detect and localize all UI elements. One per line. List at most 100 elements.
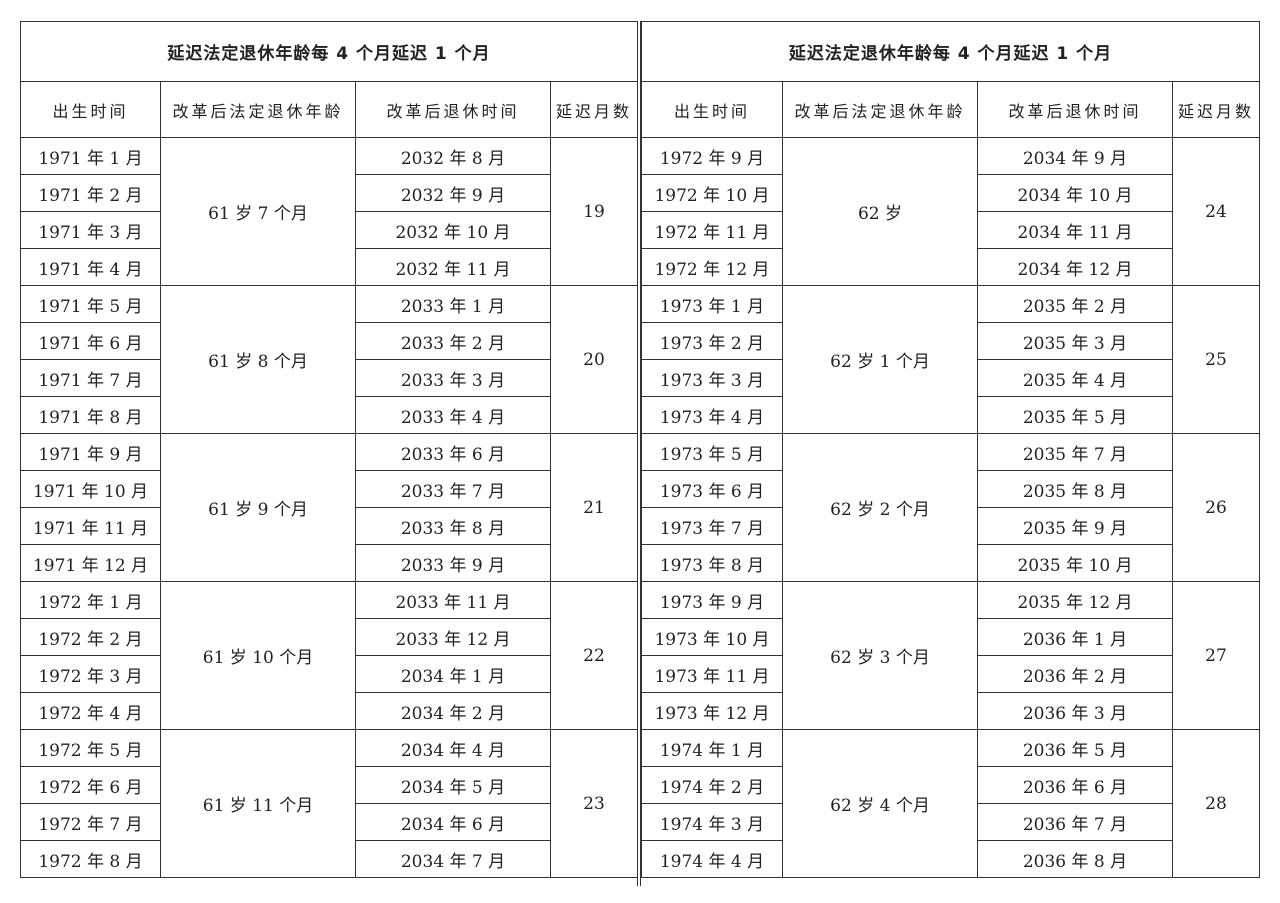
- birth-cell: 1973 年 3 月: [641, 359, 783, 397]
- retire-time-cell: 2032 年 10 月: [355, 211, 551, 249]
- retirement-age-cell: 61 岁 9 个月: [160, 433, 356, 582]
- birth-cell: 1971 年 1 月: [20, 137, 161, 175]
- birth-cell: 1972 年 2 月: [20, 618, 161, 656]
- table-row: 1971 年 9 月 61 岁 9 个月 2033 年 6 月 21: [20, 433, 638, 582]
- table-row: 1971 年 5 月 61 岁 8 个月 2033 年 1 月 20: [20, 285, 638, 434]
- birth-cell: 1974 年 1 月: [641, 729, 783, 767]
- birth-cell: 1973 年 12 月: [641, 692, 783, 730]
- table-row: 1972 年 8 月 2034 年 7 月: [20, 840, 638, 878]
- retire-time-cell: 2035 年 4 月: [977, 359, 1173, 397]
- table-row: 1973 年 3 月 2035 年 4 月: [641, 359, 1260, 397]
- retirement-age-cell: 62 岁 4 个月: [782, 729, 978, 878]
- retire-time-cell: 2034 年 7 月: [355, 840, 551, 878]
- birth-cell: 1972 年 6 月: [20, 766, 161, 804]
- birth-cell: 1971 年 12 月: [20, 544, 161, 582]
- retire-time-cell: 2034 年 9 月: [977, 137, 1173, 175]
- table-row: 1972 年 9 月 62 岁 2034 年 9 月 24: [641, 137, 1260, 286]
- retire-time-cell: 2036 年 8 月: [977, 840, 1173, 878]
- retirement-age-cell: 62 岁 1 个月: [782, 285, 978, 434]
- retire-time-cell: 2036 年 3 月: [977, 692, 1173, 730]
- birth-cell: 1973 年 8 月: [641, 544, 783, 582]
- retire-time-cell: 2034 年 5 月: [355, 766, 551, 804]
- table-title: 延迟法定退休年龄每 4 个月延迟 1 个月: [641, 21, 1260, 82]
- delay-months-cell: 25: [1172, 285, 1260, 434]
- birth-cell: 1973 年 1 月: [641, 285, 783, 323]
- table-row: 1971 年 10 月 2033 年 7 月: [20, 470, 638, 508]
- table-row: 1971 年 2 月 2032 年 9 月: [20, 174, 638, 212]
- birth-cell: 1971 年 8 月: [20, 396, 161, 434]
- table-row: 1971 年 8 月 2033 年 4 月: [20, 396, 638, 434]
- birth-cell: 1972 年 7 月: [20, 803, 161, 841]
- header-birth: 出生时间: [20, 81, 161, 138]
- retirement-table-left: 延迟法定退休年龄每 4 个月延迟 1 个月 出生时间 改革后法定退休年龄 改革后退休时…: [20, 21, 638, 878]
- retire-time-cell: 2033 年 9 月: [355, 544, 551, 582]
- birth-cell: 1972 年 10 月: [641, 174, 783, 212]
- header-delay: 延迟月数: [1172, 81, 1260, 138]
- birth-cell: 1973 年 4 月: [641, 396, 783, 434]
- delay-months-cell: 27: [1172, 581, 1260, 730]
- retire-time-cell: 2034 年 12 月: [977, 248, 1173, 286]
- birth-cell: 1973 年 11 月: [641, 655, 783, 693]
- retire-time-cell: 2036 年 1 月: [977, 618, 1173, 656]
- birth-cell: 1971 年 9 月: [20, 433, 161, 471]
- retire-time-cell: 2036 年 6 月: [977, 766, 1173, 804]
- table-row: 1971 年 7 月 2033 年 3 月: [20, 359, 638, 397]
- retire-time-cell: 2034 年 10 月: [977, 174, 1173, 212]
- table-row: 1972 年 6 月 2034 年 5 月: [20, 766, 638, 804]
- table-row: 1971 年 4 月 2032 年 11 月: [20, 248, 638, 286]
- table-row: 1972 年 12 月 2034 年 12 月: [641, 248, 1260, 286]
- table-row: 1972 年 2 月 2033 年 12 月: [20, 618, 638, 656]
- table-row: 1974 年 4 月 2036 年 8 月: [641, 840, 1260, 878]
- retirement-age-cell: 61 岁 11 个月: [160, 729, 356, 878]
- birth-cell: 1972 年 8 月: [20, 840, 161, 878]
- delay-months-cell: 20: [550, 285, 638, 434]
- header-birth: 出生时间: [641, 81, 783, 138]
- table-row: 1973 年 11 月 2036 年 2 月: [641, 655, 1260, 693]
- table-row: 1973 年 1 月 62 岁 1 个月 2035 年 2 月 25: [641, 285, 1260, 434]
- retire-time-cell: 2035 年 10 月: [977, 544, 1173, 582]
- retire-time-cell: 2032 年 9 月: [355, 174, 551, 212]
- table-row: 1973 年 2 月 2035 年 3 月: [641, 322, 1260, 360]
- retire-time-cell: 2033 年 3 月: [355, 359, 551, 397]
- retire-time-cell: 2034 年 6 月: [355, 803, 551, 841]
- birth-cell: 1973 年 2 月: [641, 322, 783, 360]
- birth-cell: 1972 年 9 月: [641, 137, 783, 175]
- birth-cell: 1972 年 12 月: [641, 248, 783, 286]
- table-row: 1973 年 10 月 2036 年 1 月: [641, 618, 1260, 656]
- birth-cell: 1971 年 7 月: [20, 359, 161, 397]
- table-row: 1974 年 2 月 2036 年 6 月: [641, 766, 1260, 804]
- retire-time-cell: 2033 年 6 月: [355, 433, 551, 471]
- title-row: 延迟法定退休年龄每 4 个月延迟 1 个月: [20, 21, 638, 82]
- birth-cell: 1971 年 11 月: [20, 507, 161, 545]
- retire-time-cell: 2033 年 11 月: [355, 581, 551, 619]
- birth-cell: 1973 年 10 月: [641, 618, 783, 656]
- birth-cell: 1972 年 3 月: [20, 655, 161, 693]
- header-retire-time: 改革后退休时间: [355, 81, 551, 138]
- retire-time-cell: 2035 年 2 月: [977, 285, 1173, 323]
- retire-time-cell: 2036 年 7 月: [977, 803, 1173, 841]
- delay-months-cell: 23: [550, 729, 638, 878]
- birth-cell: 1973 年 5 月: [641, 433, 783, 471]
- retire-time-cell: 2035 年 12 月: [977, 581, 1173, 619]
- table-row: 1971 年 1 月 61 岁 7 个月 2032 年 8 月 19: [20, 137, 638, 286]
- table-row: 1971 年 11 月 2033 年 8 月: [20, 507, 638, 545]
- retirement-age-cell: 61 岁 10 个月: [160, 581, 356, 730]
- birth-cell: 1972 年 11 月: [641, 211, 783, 249]
- birth-cell: 1971 年 3 月: [20, 211, 161, 249]
- retire-time-cell: 2033 年 1 月: [355, 285, 551, 323]
- retire-time-cell: 2033 年 12 月: [355, 618, 551, 656]
- table-divider: [637, 21, 641, 886]
- delay-months-cell: 19: [550, 137, 638, 286]
- table-row: 1973 年 7 月 2035 年 9 月: [641, 507, 1260, 545]
- retire-time-cell: 2036 年 5 月: [977, 729, 1173, 767]
- retire-time-cell: 2033 年 4 月: [355, 396, 551, 434]
- table-row: 1973 年 12 月 2036 年 3 月: [641, 692, 1260, 730]
- retire-time-cell: 2035 年 9 月: [977, 507, 1173, 545]
- table-row: 1972 年 7 月 2034 年 6 月: [20, 803, 638, 841]
- header-age: 改革后法定退休年龄: [782, 81, 978, 138]
- table-row: 1971 年 3 月 2032 年 10 月: [20, 211, 638, 249]
- header-delay: 延迟月数: [550, 81, 638, 138]
- retire-time-cell: 2034 年 11 月: [977, 211, 1173, 249]
- delay-months-cell: 28: [1172, 729, 1260, 878]
- header-age: 改革后法定退休年龄: [160, 81, 356, 138]
